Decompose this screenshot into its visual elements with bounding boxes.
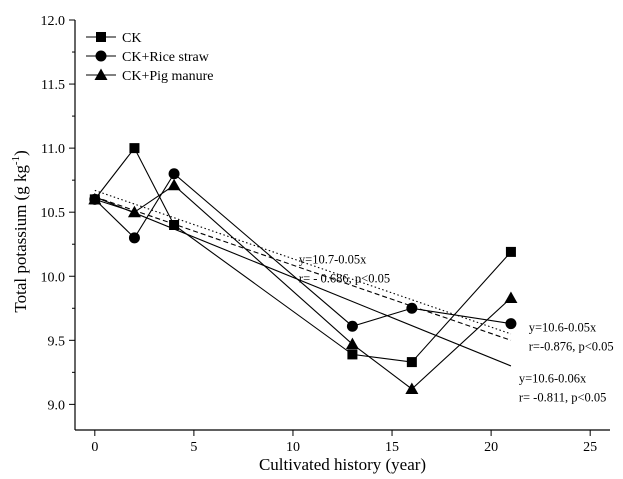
legend-marker-circle [95, 50, 107, 62]
regression-equation: y=10.7-0.05x [299, 252, 367, 266]
legend-label: CK [122, 31, 141, 46]
data-point-square [169, 220, 180, 230]
legend-marker-triangle [94, 68, 108, 80]
fit-line-dashed [94, 196, 512, 341]
data-point-square [406, 357, 417, 368]
legend-item-circle: CK+Rice straw [86, 50, 210, 65]
regression-equation: y=10.6-0.06x [519, 372, 587, 386]
x-tick-label: 0 [91, 440, 98, 455]
y-tick-label: 9.5 [48, 334, 66, 349]
legend-item-triangle: CK+Pig manure [86, 68, 214, 84]
regression-stats: r= - 0.686, p<0.05 [299, 271, 390, 285]
data-point-triangle [127, 205, 141, 218]
y-tick-label: 11.0 [41, 142, 65, 157]
data-point-triangle [167, 178, 181, 191]
regression-equation: y=10.6-0.05x [529, 320, 597, 334]
data-point-square [347, 349, 358, 360]
data-point-triangle [88, 192, 102, 205]
data-point-circle [505, 318, 517, 330]
x-tick-label: 15 [385, 440, 399, 455]
data-point-square [505, 246, 516, 257]
data-point-triangle [345, 337, 359, 350]
y-tick-label: 9.0 [48, 398, 66, 413]
data-point-circle [128, 232, 140, 244]
data-point-circle [168, 168, 180, 180]
regression-stats: r= -0.811, p<0.05 [519, 391, 607, 405]
y-axis-title-close: ) [11, 150, 30, 156]
data-point-triangle [405, 382, 419, 394]
series-line-square [94, 147, 512, 363]
x-tick-label: 5 [190, 440, 197, 455]
data-point-circle [406, 302, 418, 314]
y-axis-title-main: Total potassium (g kg [11, 165, 30, 313]
data-point-triangle [504, 291, 518, 304]
legend-label: CK+Rice straw [122, 50, 210, 65]
x-axis-title: Cultivated history (year) [259, 455, 426, 474]
series-triangle [88, 178, 518, 394]
y-tick-label: 10.5 [41, 206, 66, 221]
x-tick-label: 25 [583, 440, 597, 455]
series-circle [89, 168, 517, 332]
regression-stats: r=-0.876, p<0.05 [529, 339, 614, 353]
legend-item-square: CK [86, 31, 141, 46]
series-line-circle [94, 172, 512, 327]
y-tick-label: 10.0 [41, 270, 66, 285]
legend-marker-square [96, 32, 106, 42]
y-tick-label: 11.5 [41, 78, 65, 93]
y-tick-label: 12.0 [41, 14, 66, 29]
x-tick-label: 10 [286, 440, 300, 455]
legend-label: CK+Pig manure [122, 69, 214, 84]
fit-line-dotted [94, 189, 512, 335]
y-axis-title-sup: -1 [10, 156, 22, 165]
data-point-circle [346, 320, 358, 332]
series-line-triangle [94, 184, 512, 390]
data-point-square [129, 143, 140, 154]
y-axis-title: Total potassium (g kg-1) [10, 150, 30, 312]
fit-line-solid [94, 196, 512, 367]
x-tick-label: 20 [484, 440, 498, 455]
